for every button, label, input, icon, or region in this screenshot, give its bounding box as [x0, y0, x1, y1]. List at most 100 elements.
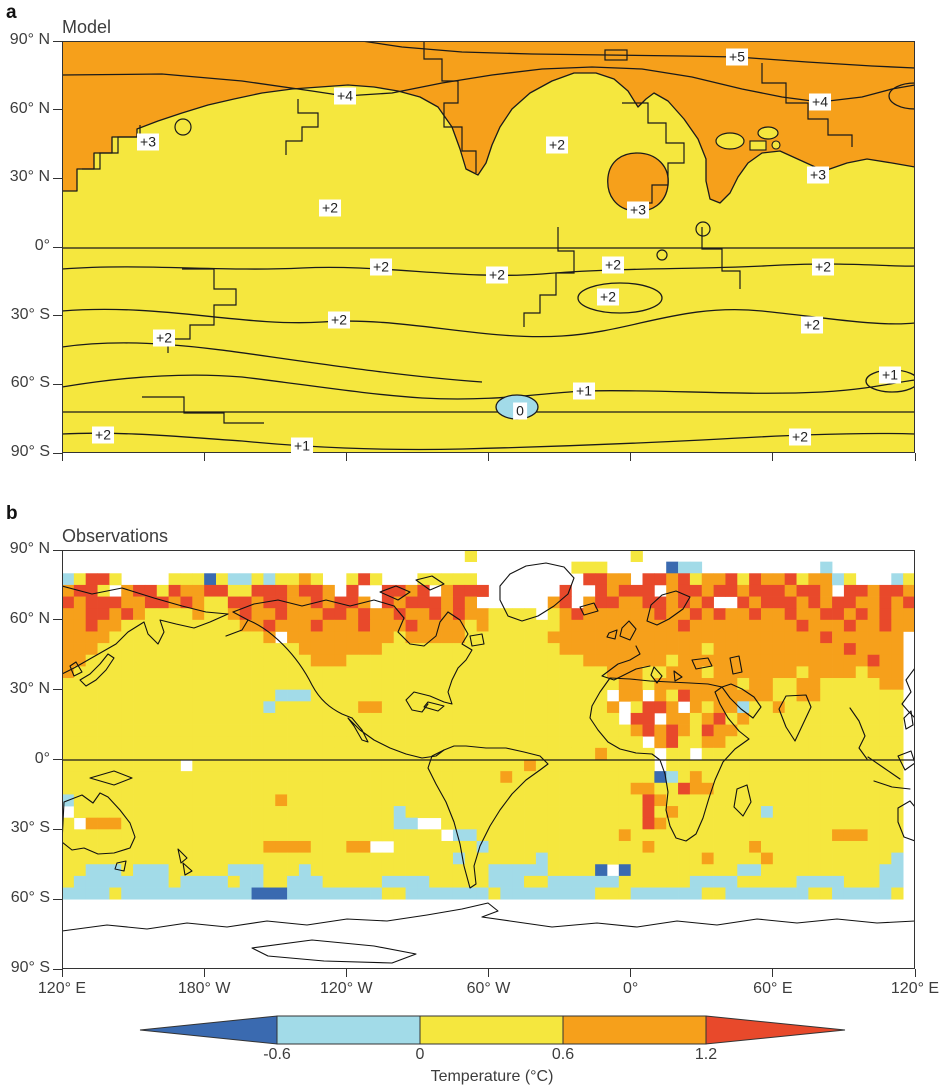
- grid-cell: [784, 736, 797, 749]
- grid-cell: [583, 864, 596, 877]
- grid-cell: [879, 724, 892, 737]
- grid-cell: [595, 678, 608, 691]
- grid-cell: [476, 666, 489, 679]
- grid-cell: [133, 887, 146, 900]
- grid-cell: [512, 724, 525, 737]
- grid-cell: [97, 584, 110, 597]
- grid-cell: [429, 631, 442, 644]
- grid-cell: [488, 643, 501, 656]
- grid-cell: [452, 631, 466, 644]
- grid-cell: [642, 678, 655, 691]
- grid-cell: [393, 596, 406, 609]
- coast-na-west: [247, 619, 353, 719]
- grid-cell: [713, 747, 726, 760]
- grid-cell: [547, 817, 560, 830]
- grid-cell: [547, 643, 560, 656]
- grid-cell: [559, 771, 572, 784]
- grid-cell: [62, 666, 75, 679]
- grid-cell: [346, 759, 359, 772]
- grid-cell: [73, 666, 87, 679]
- grid-cell: [571, 782, 584, 795]
- lat-tick: [53, 619, 62, 621]
- grid-cell: [216, 782, 229, 795]
- coast-iceland: [579, 602, 599, 616]
- grid-cell: [772, 794, 786, 807]
- coast-uk: [619, 620, 637, 641]
- grid-cell: [488, 817, 501, 830]
- grid-cell: [192, 643, 205, 656]
- grid-cell: [263, 724, 276, 737]
- grid-cell: [121, 852, 134, 865]
- grid-cell: [62, 643, 75, 656]
- grid-cell: [488, 782, 501, 795]
- grid-cell: [476, 619, 489, 632]
- grid-cell: [571, 794, 584, 807]
- grid-cell: [85, 864, 98, 877]
- grid-cell: [713, 782, 726, 795]
- grid-cell: [666, 619, 679, 632]
- grid-cell: [832, 794, 845, 807]
- grid-cell: [654, 887, 667, 900]
- grid-cell: [512, 701, 525, 714]
- grid-cell: [429, 666, 442, 679]
- grid-cell: [275, 584, 288, 597]
- grid-cell: [216, 864, 229, 877]
- grid-cell: [393, 829, 406, 842]
- grid-cell: [322, 864, 335, 877]
- grid-cell: [666, 875, 679, 888]
- lat-label: 60° N: [9, 609, 50, 627]
- grid-cell: [855, 747, 868, 760]
- grid-cell: [298, 887, 312, 900]
- grid-cell: [405, 689, 418, 702]
- grid-cell: [239, 608, 252, 621]
- grid-cell: [121, 840, 134, 853]
- grid-cell: [204, 747, 217, 760]
- grid-cell: [606, 712, 620, 725]
- grid-cell: [678, 596, 691, 609]
- grid-cell: [251, 678, 264, 691]
- grid-cell: [287, 887, 300, 900]
- grid-cell: [429, 596, 442, 609]
- grid-cell: [322, 666, 335, 679]
- grid-cell: [654, 654, 667, 667]
- grid-cell: [441, 875, 454, 888]
- grid-cell: [547, 654, 560, 667]
- grid-cell: [298, 631, 312, 644]
- grid-cell: [630, 631, 643, 644]
- grid-cell: [73, 840, 87, 853]
- grid-cell: [772, 643, 786, 656]
- grid-cell: [547, 887, 560, 900]
- grid-cell: [429, 608, 442, 621]
- grid-cell: [784, 654, 797, 667]
- grid-cell: [109, 736, 122, 749]
- grid-cell: [701, 666, 714, 679]
- grid-cell: [488, 864, 501, 877]
- grid-cell: [820, 643, 833, 656]
- grid-cell: [595, 794, 608, 807]
- grid-cell: [891, 608, 904, 621]
- grid-cell: [832, 829, 845, 842]
- grid-cell: [227, 584, 241, 597]
- grid-cell: [689, 631, 703, 644]
- grid-cell: [500, 701, 513, 714]
- grid-cell: [867, 643, 880, 656]
- grid-cell: [737, 584, 750, 597]
- grid-cell: [156, 771, 169, 784]
- grid-cell: [452, 840, 466, 853]
- grid-cell: [73, 619, 87, 632]
- grid-cell: [275, 608, 288, 621]
- grid-cell: [559, 840, 572, 853]
- grid-cell: [334, 654, 347, 667]
- grid-cell: [441, 759, 454, 772]
- grid-cell: [192, 701, 205, 714]
- grid-cell: [713, 887, 726, 900]
- grid-cell: [571, 864, 584, 877]
- grid-cell: [322, 678, 335, 691]
- grid-cell: [784, 887, 797, 900]
- grid-cell: [346, 608, 359, 621]
- grid-cell: [263, 771, 276, 784]
- grid-cell: [701, 806, 714, 819]
- grid-cell: [334, 736, 347, 749]
- lat-label: 0°: [34, 237, 50, 254]
- grid-cell: [310, 829, 323, 842]
